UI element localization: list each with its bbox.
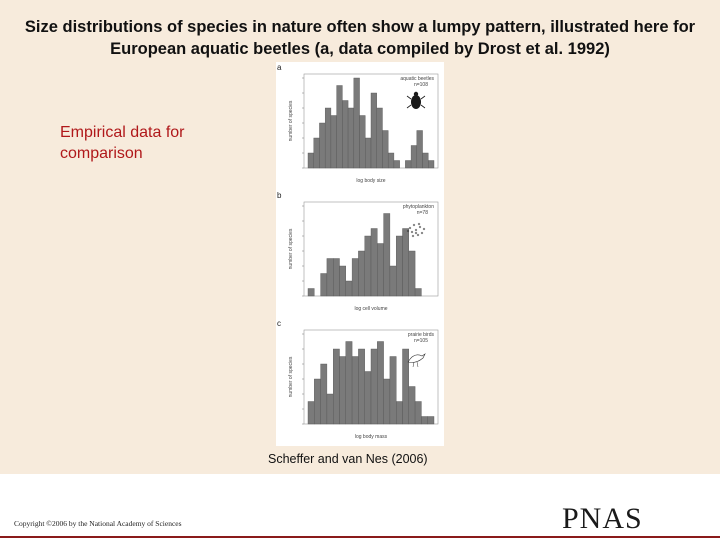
histogram-bar — [393, 160, 400, 169]
histogram-bar — [377, 243, 384, 297]
histogram-bar — [405, 160, 412, 169]
histogram-bar — [307, 401, 315, 425]
legend-label: aquatic beetles — [400, 76, 434, 82]
histogram-bar — [364, 371, 372, 425]
x-axis-label: log body size — [356, 178, 385, 184]
histogram-bar — [389, 265, 397, 297]
histogram-bar — [421, 416, 428, 425]
x-axis-label: log body mass — [355, 434, 388, 440]
histogram-bar — [313, 137, 320, 169]
histogram-bar — [383, 213, 391, 297]
histogram-bar — [307, 152, 314, 169]
y-axis-label: number of species — [288, 356, 294, 397]
histogram-bar — [339, 265, 347, 297]
histogram-bar — [307, 288, 315, 297]
histogram-bar — [387, 152, 395, 169]
panel-letter: c — [277, 319, 281, 328]
histogram-bar — [342, 100, 349, 169]
y-axis-label: number of species — [288, 228, 294, 269]
y-axis-label: number of species — [288, 100, 294, 141]
histogram-bar — [333, 258, 340, 297]
histogram-bar — [330, 115, 337, 169]
legend-label: phytoplankton — [403, 204, 434, 210]
histogram-bar — [347, 107, 355, 169]
empirical-data-label: Empirical data for comparison — [60, 124, 185, 162]
beetle-icon — [406, 91, 426, 109]
plankton-icon — [406, 222, 426, 238]
histogram-bar — [358, 348, 365, 425]
histogram-bar — [377, 341, 384, 425]
sample-size-label: n=108 — [414, 82, 428, 88]
histogram-bar — [389, 356, 397, 425]
histogram-bar — [333, 348, 340, 425]
histogram-bar — [364, 235, 372, 297]
histogram-bar — [428, 160, 435, 169]
histogram-bar — [408, 386, 416, 425]
x-axis-label: log cell volume — [354, 306, 387, 312]
histogram-bar — [345, 341, 353, 425]
histogram-bar — [376, 107, 383, 169]
panel-letter: b — [277, 191, 282, 200]
histogram-bar — [314, 378, 321, 425]
histogram-bar — [395, 235, 403, 297]
histogram-bar — [351, 258, 359, 297]
histogram-bar — [320, 363, 328, 425]
pnas-logo: PNAS — [562, 502, 643, 535]
histogram-bar — [402, 228, 410, 297]
histogram-bar — [414, 401, 422, 425]
histogram-bar — [370, 228, 378, 297]
histogram-bar — [408, 250, 416, 297]
histogram-bar — [422, 152, 429, 169]
citation: Scheffer and van Nes (2006) — [268, 452, 428, 466]
histogram-bar — [336, 85, 343, 169]
histogram-bar — [353, 77, 360, 169]
histogram-bar — [395, 401, 403, 425]
histogram-bar — [320, 273, 328, 297]
histogram-bar — [416, 130, 423, 169]
histogram-bar — [358, 250, 365, 297]
copyright-notice: Copyright ©2006 by the National Academy … — [14, 519, 182, 528]
histogram-bar — [370, 348, 378, 425]
legend-label: prairie birds — [408, 332, 435, 338]
histogram-bar — [427, 416, 435, 425]
histogram-bar — [326, 393, 334, 425]
histogram-bar — [410, 145, 418, 169]
histogram-bar — [339, 356, 347, 425]
panel-letter: a — [277, 63, 282, 72]
histogram-bar — [351, 356, 359, 425]
histogram-bar — [359, 115, 366, 169]
histogram-bar — [383, 378, 391, 425]
histogram-bar — [402, 348, 410, 425]
histogram-bar — [326, 258, 334, 297]
histogram-bar — [365, 137, 372, 169]
sample-size-label: n=105 — [414, 338, 428, 344]
histogram-bar — [370, 92, 377, 169]
histogram-bar — [324, 107, 332, 169]
footer-band — [0, 474, 720, 540]
histogram-bar — [319, 122, 326, 169]
bird-icon — [407, 353, 426, 368]
histogram-bar — [382, 130, 389, 169]
slide-title: Size distributions of species in nature … — [24, 18, 696, 58]
sample-size-label: n=78 — [417, 210, 428, 216]
footer-rule — [0, 536, 720, 538]
histogram-figure: a aquatic beetles n=108 log body size number… — [276, 62, 444, 446]
histogram-bar — [414, 288, 422, 297]
histogram-bar — [345, 280, 353, 297]
